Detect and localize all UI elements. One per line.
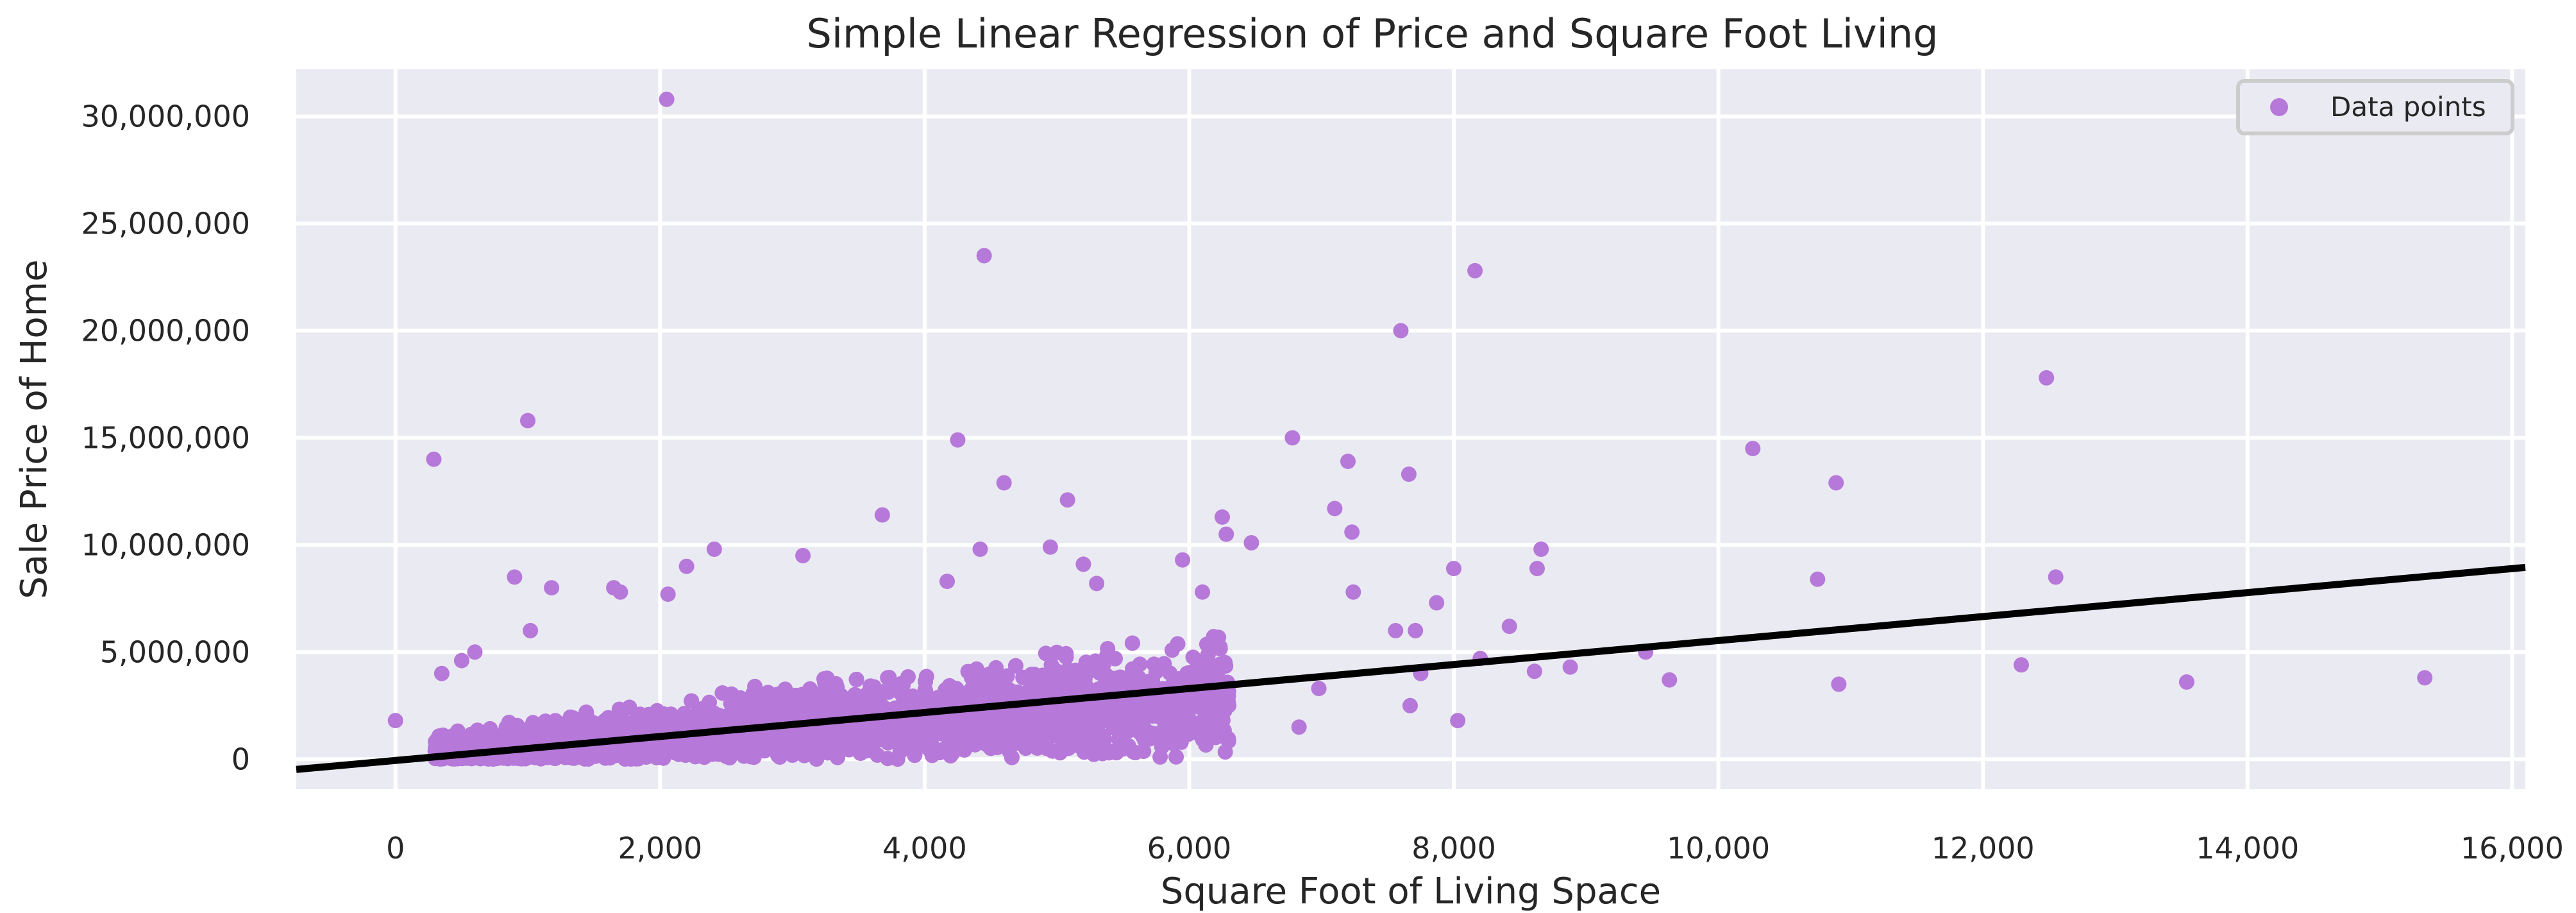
data-point (746, 700, 762, 716)
data-point (866, 679, 882, 695)
data-point (924, 737, 939, 753)
data-point (973, 669, 989, 685)
data-point (737, 747, 753, 763)
data-point (1170, 636, 1186, 652)
data-point (881, 670, 897, 685)
data-point (989, 687, 1005, 703)
data-point (1096, 656, 1112, 671)
data-point (747, 678, 763, 694)
data-point (1168, 749, 1184, 765)
data-point (1058, 645, 1074, 661)
data-point (796, 747, 812, 764)
data-point (828, 676, 844, 692)
data-point (721, 750, 737, 765)
grid-layer (296, 69, 2525, 789)
data-point (1004, 749, 1020, 765)
data-point (1198, 737, 1214, 753)
data-point (1097, 740, 1112, 756)
data-point (684, 693, 700, 709)
data-point (1200, 647, 1216, 663)
data-point (770, 747, 786, 764)
data-point (1220, 733, 1236, 749)
data-point (600, 710, 616, 726)
data-point (1067, 723, 1083, 738)
data-point (1136, 743, 1152, 759)
data-point (652, 719, 668, 735)
data-point (1125, 661, 1140, 677)
data-point (1017, 719, 1033, 735)
data-point (702, 694, 717, 710)
data-point (848, 672, 864, 687)
data-point (898, 737, 914, 753)
data-point (1124, 635, 1140, 651)
data-point (1217, 654, 1233, 670)
data-point (864, 695, 880, 711)
data-point (830, 696, 846, 712)
data-point (892, 684, 907, 700)
data-point (1199, 666, 1215, 682)
data-point (732, 690, 748, 706)
data-point (999, 668, 1015, 684)
data-point (1171, 727, 1187, 743)
data-point (787, 687, 804, 703)
data-point (1020, 738, 1036, 755)
